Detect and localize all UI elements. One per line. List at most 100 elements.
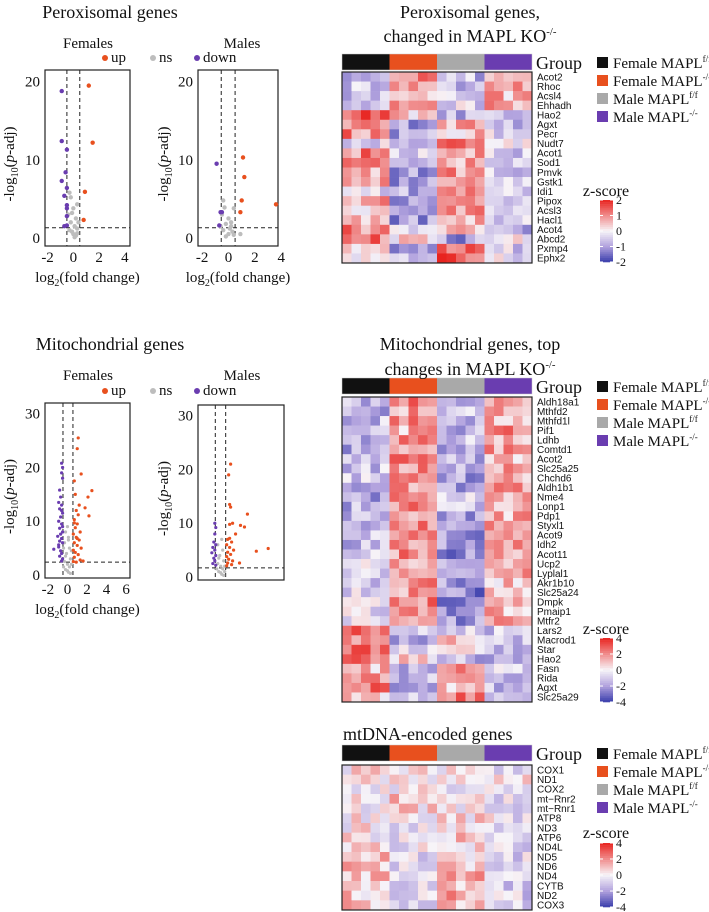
zscore-colorbar-segment [600,879,613,882]
heatmap-cell [446,253,457,264]
point-ns [66,535,71,539]
point-up [73,550,77,555]
heatmap-cell [361,435,371,445]
heatmap-cell [465,842,476,853]
heatmap-cell [361,597,371,607]
heatmap-cell [370,692,381,703]
zscore-colorbar-segment [600,224,613,228]
heatmap-cell [389,692,400,703]
group-bar-segment [437,745,485,761]
gene-label: Abcd2 [537,235,566,246]
heatmap-cell [389,606,400,617]
heatmap-cell [370,186,381,197]
heatmap-cell [427,568,438,579]
point-down [212,540,216,544]
heatmap-cell [475,842,485,853]
heatmap-cell [484,157,495,168]
zscore-tick-label: -1 [616,240,626,254]
zscore-colorbar-segment [600,659,613,662]
heatmap-cell [456,692,466,703]
heatmap-cell [446,774,457,785]
heatmap-cell [389,871,400,882]
heatmap-cell [370,597,381,607]
heatmap-cell [494,234,504,245]
heatmap-cell [389,186,400,197]
heatmap-cell [484,501,495,512]
heatmap-cell [494,616,504,627]
heatmap-cell [418,784,428,795]
heatmap-cell [399,157,409,168]
heatmap-cell [465,606,476,617]
heatmap-cell [513,871,523,882]
point-up [76,436,80,440]
heatmap-cell [342,654,352,665]
heatmap-cell [522,138,533,149]
heatmap-cell [522,813,533,824]
heatmap-cell [484,520,495,531]
heatmap-cell [475,832,485,843]
heatmap-cell [380,138,390,149]
heatmap-cell [408,110,419,121]
heatmap-cell [418,644,428,655]
heatmap-cell [351,644,362,655]
heatmap-cell [437,243,447,254]
heatmap-cell [351,861,362,872]
point-up [71,548,75,552]
heatmap-cell [361,549,371,560]
heatmap-cell [389,473,400,484]
heatmap-cell [399,167,409,178]
gene-label: Aldh1b1 [537,483,574,494]
heatmap-cell [437,224,447,235]
heatmap-cell [361,177,371,187]
group-legend-label-superscript: -/- [703,763,709,773]
point-ns [231,232,236,238]
heatmap-cell [446,511,457,522]
heatmap-cell [437,435,447,445]
heatmap-cell [418,871,428,882]
heatmap-cell [427,774,438,785]
heatmap-cell [494,784,504,795]
gene-label: Idi1 [537,187,554,198]
heatmap-cell [389,794,400,804]
heatmap-cell [446,842,457,853]
heatmap-cell [427,682,438,693]
heatmap-cell [446,463,457,474]
heatmap-cell [418,823,428,833]
heatmap-cell [494,100,504,111]
heatmap-cell [475,663,485,674]
heatmap-cell [513,81,523,92]
heatmap-cell [427,784,438,795]
heatmap-cell [484,473,495,484]
group-legend-label: Female MAPL-/- [613,72,709,90]
gene-label: Pif1 [537,426,555,437]
gene-label: Lars2 [537,626,562,637]
point-down [59,495,63,499]
heatmap-cell [484,654,495,665]
heatmap-cell [361,832,371,843]
point-up [78,530,82,534]
point-ns [67,546,72,550]
gene-label: Chchd6 [537,474,572,485]
zscore-tick-label: 0 [616,868,622,882]
heatmap-cell [399,196,409,206]
heatmap-cell [380,425,390,436]
heatmap-cell [437,167,447,178]
heatmap-cell [446,492,457,503]
heatmap-cell [399,444,409,455]
heatmap-cell [361,852,371,862]
point-up [266,546,270,551]
heatmap-cell [446,852,457,862]
heatmap-cell [522,177,533,187]
heatmap-cell [389,444,400,455]
heatmap-cell [389,72,400,82]
point-down [213,521,217,525]
heatmap-cell [522,559,533,569]
group-bar-segment [437,378,485,394]
heatmap-cell [522,794,533,804]
heatmap-cell [446,765,457,775]
heatmap-panel-2: GroupCOX1ND1COX2mt−Rnr2mt−Rnr1ATP8ND3ATP… [341,744,629,912]
heatmap-cell [456,530,466,541]
point-ns [220,537,224,541]
